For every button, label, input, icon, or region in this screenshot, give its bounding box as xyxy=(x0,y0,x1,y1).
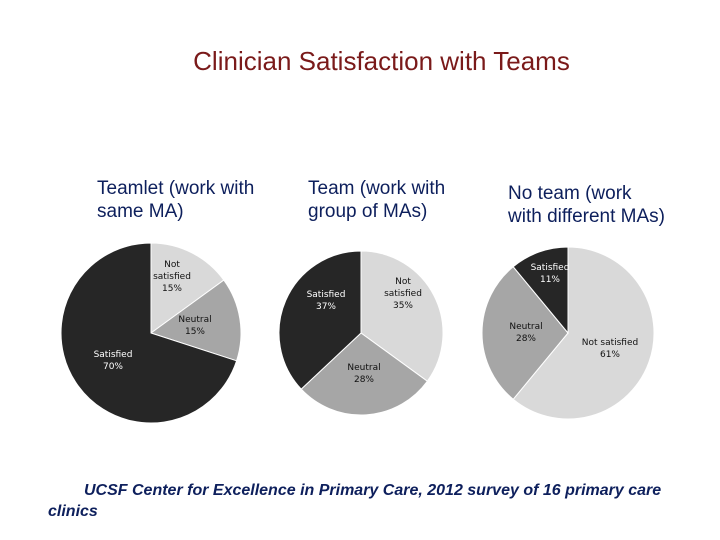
pie-slice-satisfied xyxy=(60,242,238,424)
data-label-neutral: Neutral 28% xyxy=(347,363,380,385)
source-footnote: UCSF Center for Excellence in Primary Ca… xyxy=(48,482,662,520)
pie-slice-satisfied xyxy=(512,246,569,335)
pie-team: Not satisfied 35% Neutral 28% Satisfied 37% xyxy=(278,250,444,416)
data-label-satisfied: Satisfied 70% xyxy=(94,350,133,372)
data-label-not-satisfied: Not satisfied 61% xyxy=(582,338,638,360)
pie-slice-not-satisfied xyxy=(150,242,225,334)
chart-title-no-team: No team (work with different MAs) xyxy=(508,183,665,227)
chart-title-team: Team (work with group of MAs) xyxy=(308,178,446,222)
pie-no-team: Not satisfied 61% Neutral 28% Satisfied 11% xyxy=(481,246,655,420)
pie-slice-neutral xyxy=(300,332,429,416)
pie-slice-satisfied xyxy=(278,250,362,390)
data-label-satisfied: Satisfied 37% xyxy=(307,290,346,312)
data-label-not-satisfied: Not satisfied 35% xyxy=(384,277,422,311)
chart-title-teamlet: Teamlet (work with same MA) xyxy=(97,178,255,222)
data-label-satisfied: Satisfied 11% xyxy=(531,263,570,285)
pie-teamlet: Not satisfied 15% Neutral 15% Satisfied 70% xyxy=(60,242,242,424)
data-label-neutral: Neutral 15% xyxy=(178,315,211,337)
pie-slice-neutral xyxy=(149,279,242,362)
data-label-neutral: Neutral 28% xyxy=(509,322,542,344)
pie-slice-not-satisfied xyxy=(360,250,444,382)
pie-slice-not-satisfied xyxy=(512,246,655,420)
pie-slice-neutral xyxy=(481,266,569,400)
data-label-not-satisfied: Not satisfied 15% xyxy=(153,260,191,294)
page-title: Clinician Satisfaction with Teams xyxy=(193,46,570,76)
